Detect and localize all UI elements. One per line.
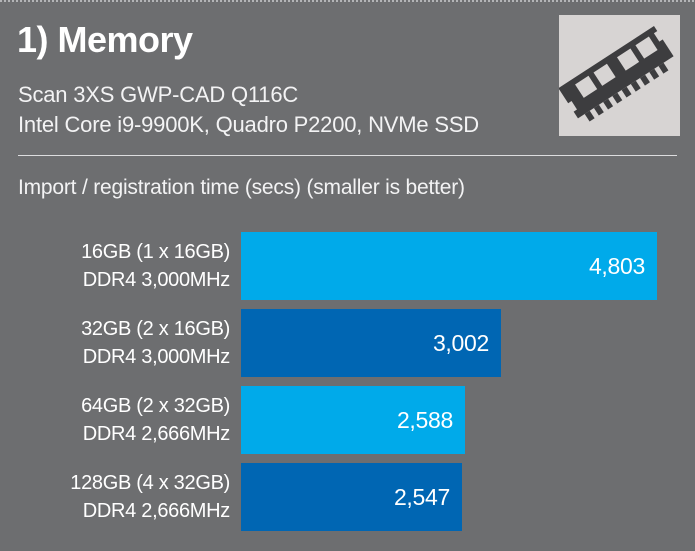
bar-value-label: 2,547 xyxy=(393,483,450,510)
bar: 2,547 xyxy=(241,463,462,531)
ram-memory-icon xyxy=(558,26,674,122)
chart-row: 64GB (2 x 32GB) DDR4 2,666MHz 2,588 xyxy=(0,386,695,454)
chart-title: Import / registration time (secs) (small… xyxy=(18,176,465,199)
chart-row: 128GB (4 x 32GB) DDR4 2,666MHz 2,547 xyxy=(0,463,695,531)
bar-value-label: 3,002 xyxy=(432,329,489,356)
bar: 2,588 xyxy=(241,386,465,454)
bar-category-label: 16GB (1 x 16GB) DDR4 3,000MHz xyxy=(0,232,230,300)
bar-category-label-line: 64GB (2 x 32GB) xyxy=(81,395,230,417)
subtitle-system-specs: Intel Core i9-9900K, Quadro P2200, NVMe … xyxy=(18,112,479,137)
bar-category-label: 64GB (2 x 32GB) DDR4 2,666MHz xyxy=(0,386,230,454)
bar: 4,803 xyxy=(241,232,657,300)
icon-box xyxy=(558,15,680,136)
chart-row: 16GB (1 x 16GB) DDR4 3,000MHz 4,803 xyxy=(0,232,695,300)
bar-category-label-line: DDR4 3,000MHz xyxy=(82,346,231,368)
bar-category-label-line: DDR4 3,000MHz xyxy=(82,269,231,291)
subtitle-system-name: Scan 3XS GWP-CAD Q116C xyxy=(18,82,299,107)
bar-category-label-line: 128GB (4 x 32GB) xyxy=(70,472,230,494)
bar-category-label: 32GB (2 x 16GB) DDR4 3,000MHz xyxy=(0,309,230,377)
bar-chart: 16GB (1 x 16GB) DDR4 3,000MHz 4,803 32GB (2… xyxy=(0,232,695,540)
bar-value-label: 4,803 xyxy=(588,252,645,279)
bar-category-label-line: 32GB (2 x 16GB) xyxy=(81,318,230,340)
page-title: 1) Memory xyxy=(17,19,193,60)
bar-category-label-line: 16GB (1 x 16GB) xyxy=(81,241,230,263)
bar-category-label-line: DDR4 2,666MHz xyxy=(82,500,231,522)
bar: 3,002 xyxy=(241,309,501,377)
bar-category-label-line: DDR4 2,666MHz xyxy=(82,423,231,445)
chart-row: 32GB (2 x 16GB) DDR4 3,000MHz 3,002 xyxy=(0,309,695,377)
bar-category-label: 128GB (4 x 32GB) DDR4 2,666MHz xyxy=(0,463,230,531)
bar-value-label: 2,588 xyxy=(396,406,453,433)
top-dotted-border xyxy=(0,0,695,2)
header-divider xyxy=(18,155,677,156)
